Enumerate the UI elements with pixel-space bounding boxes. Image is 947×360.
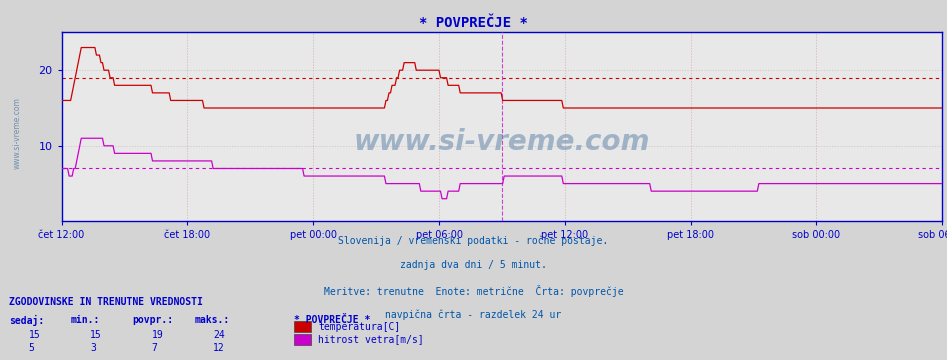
Text: 3: 3 xyxy=(90,343,96,353)
Text: ZGODOVINSKE IN TRENUTNE VREDNOSTI: ZGODOVINSKE IN TRENUTNE VREDNOSTI xyxy=(9,297,204,307)
Text: www.si-vreme.com: www.si-vreme.com xyxy=(353,128,651,156)
Text: www.si-vreme.com: www.si-vreme.com xyxy=(12,97,22,169)
Text: temperatura[C]: temperatura[C] xyxy=(318,321,401,332)
Text: * POVPREČJE *: * POVPREČJE * xyxy=(420,16,527,30)
Text: 15: 15 xyxy=(90,330,101,340)
Text: navpična črta - razdelek 24 ur: navpična črta - razdelek 24 ur xyxy=(385,309,562,320)
Text: Meritve: trenutne  Enote: metrične  Črta: povprečje: Meritve: trenutne Enote: metrične Črta: … xyxy=(324,285,623,297)
Text: * POVPREČJE *: * POVPREČJE * xyxy=(294,315,370,325)
Text: 5: 5 xyxy=(28,343,34,353)
Text: povpr.:: povpr.: xyxy=(133,315,173,325)
Text: sedaj:: sedaj: xyxy=(9,315,45,326)
Text: hitrost vetra[m/s]: hitrost vetra[m/s] xyxy=(318,334,424,344)
Text: Slovenija / vremenski podatki - ročne postaje.: Slovenija / vremenski podatki - ročne po… xyxy=(338,236,609,246)
Text: 19: 19 xyxy=(152,330,163,340)
Text: min.:: min.: xyxy=(71,315,100,325)
Text: 24: 24 xyxy=(213,330,224,340)
Text: 15: 15 xyxy=(28,330,40,340)
Text: zadnja dva dni / 5 minut.: zadnja dva dni / 5 minut. xyxy=(400,260,547,270)
Text: 12: 12 xyxy=(213,343,224,353)
Text: maks.:: maks.: xyxy=(194,315,229,325)
Text: 7: 7 xyxy=(152,343,157,353)
